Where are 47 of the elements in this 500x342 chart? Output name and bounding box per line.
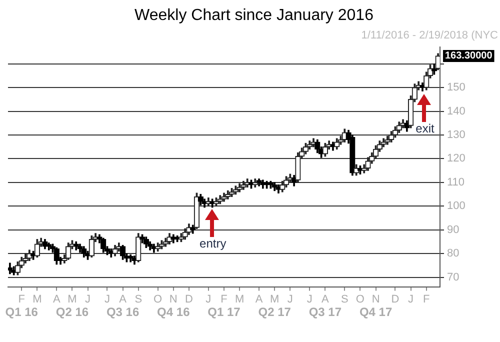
x-tick-label: S xyxy=(134,293,142,306)
x-tick-label: J xyxy=(85,293,91,306)
text: Q2 17 xyxy=(258,305,292,320)
x-tick-label: A xyxy=(255,293,264,306)
annotation: entry xyxy=(200,236,226,251)
x-tick-label: M xyxy=(68,293,77,306)
x-tick-label: N xyxy=(372,293,380,306)
y-tick-label: 120 xyxy=(447,152,466,165)
y-tick-label: 150 xyxy=(447,82,466,94)
chart-title: Weekly Chart since January 2016 xyxy=(134,7,374,24)
x-tick-label: S xyxy=(340,293,348,306)
x-tick-label: F xyxy=(18,293,26,306)
text: Q4 16 xyxy=(157,305,190,320)
y-tick-label: 70 xyxy=(447,271,460,284)
y-tick-label: 140 xyxy=(447,105,466,118)
x-tick-label: M xyxy=(234,293,244,306)
x-tick-label: D xyxy=(184,293,193,306)
x-tick-label: A xyxy=(322,293,330,306)
y-tick-label: 100 xyxy=(447,200,466,212)
annotation: exit xyxy=(416,122,436,136)
y-tick-label: 130 xyxy=(447,129,466,142)
x-tick-label: J xyxy=(287,293,293,306)
x-tick-label: O xyxy=(356,293,365,306)
x-tick-label: F xyxy=(220,293,228,306)
text: Q3 17 xyxy=(308,305,342,320)
text: Q1 16 xyxy=(5,305,38,320)
x-tick-label: D xyxy=(391,293,400,306)
text: 1/11/2016 - 2/19/2018 (NYC xyxy=(361,30,498,42)
y-tick-label: 80 xyxy=(447,248,460,260)
x-tick-label: N xyxy=(169,293,178,306)
text: Q1 17 xyxy=(208,305,241,320)
text: Q2 16 xyxy=(56,305,89,320)
x-tick-label: J xyxy=(306,293,312,306)
x-tick-label: M xyxy=(32,293,42,306)
x-tick-label: J xyxy=(408,293,414,306)
x-tick-label: J xyxy=(206,293,212,306)
y-tick-label: 90 xyxy=(447,224,460,236)
x-tick-label: F xyxy=(423,293,430,306)
x-tick-label: O xyxy=(154,293,163,306)
x-tick-label: M xyxy=(270,293,280,306)
text: Q3 16 xyxy=(106,305,140,320)
x-tick-label: A xyxy=(52,293,61,306)
text: 163.30000 xyxy=(445,50,493,62)
x-tick-label: A xyxy=(119,293,128,306)
x-tick-label: J xyxy=(104,293,110,306)
y-tick-label: 110 xyxy=(447,176,465,188)
text: Q4 17 xyxy=(359,305,392,320)
